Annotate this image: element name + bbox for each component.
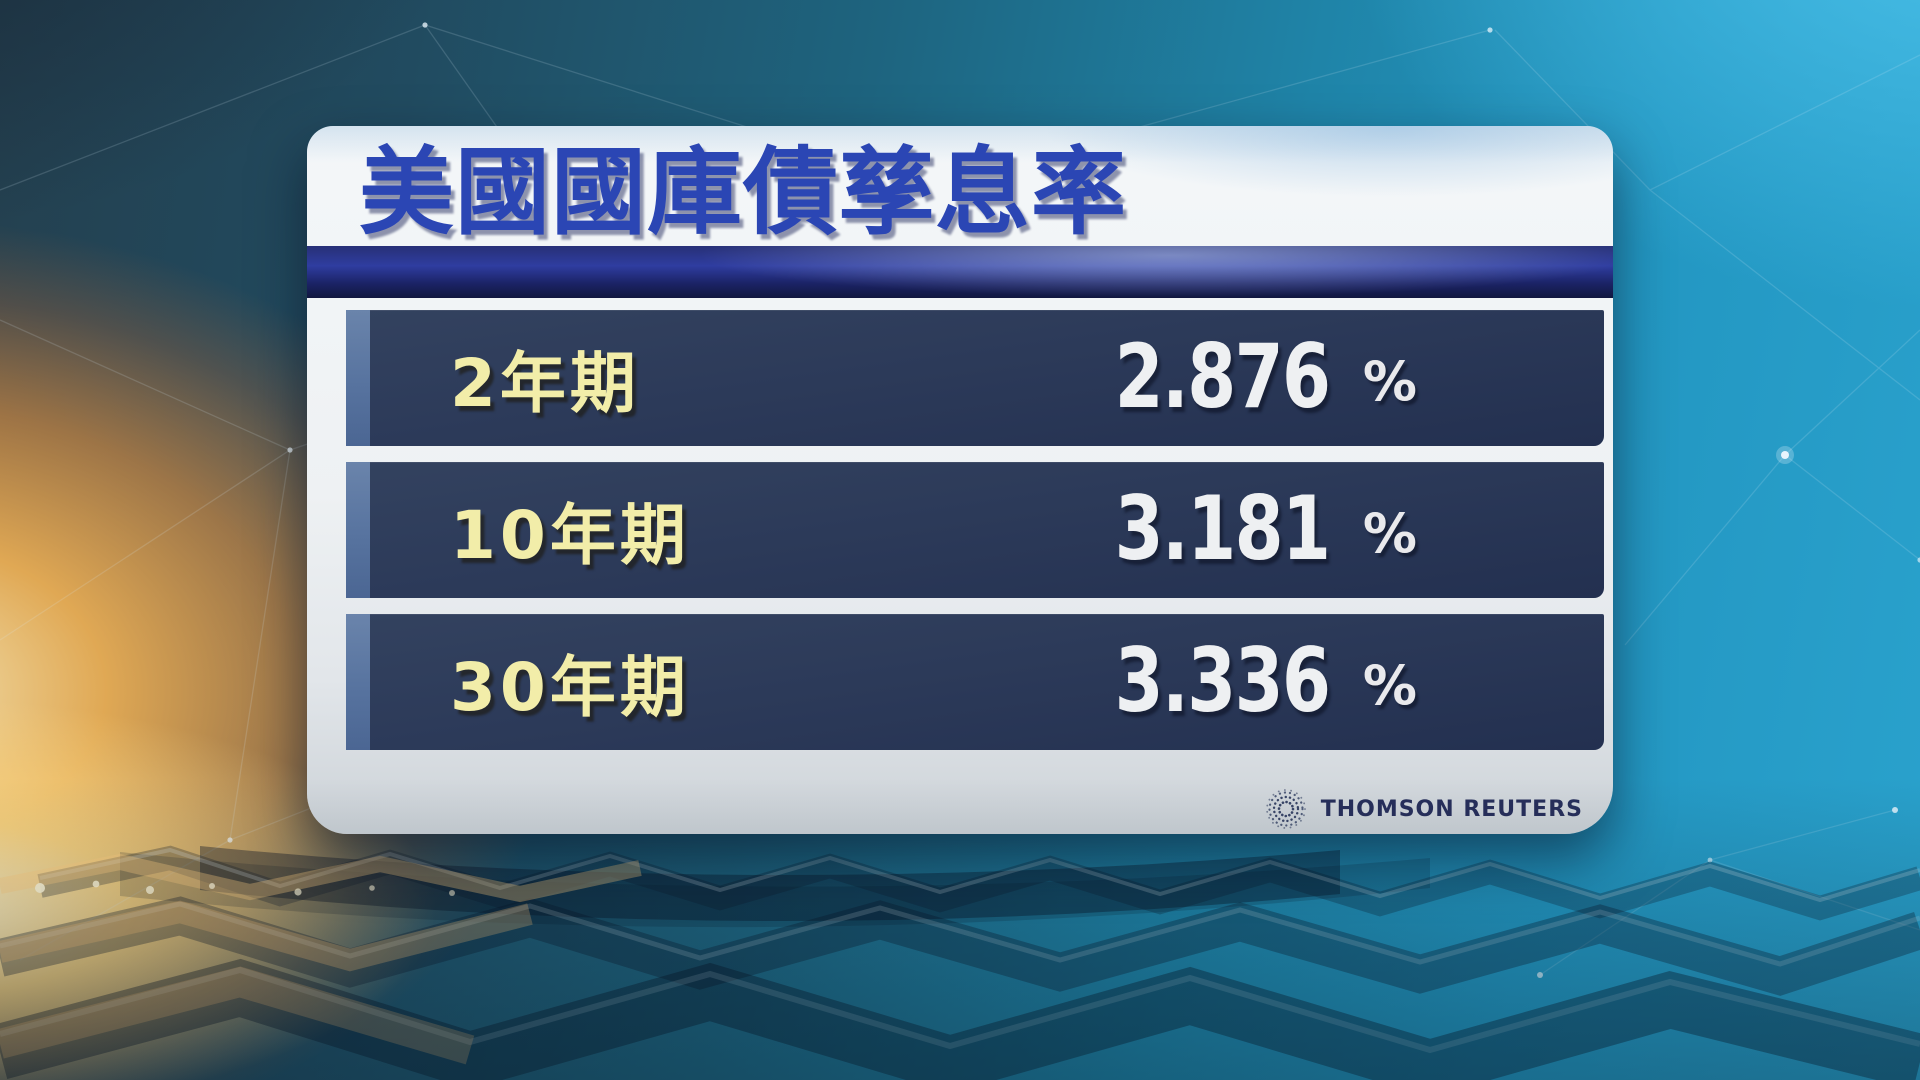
yields-table: 2年期 2.876 % 10年期 3.181 % 30年期 3.336: [346, 310, 1604, 750]
yield-value-group: 3.181 %: [1061, 477, 1417, 580]
yield-row-2y: 2年期 2.876 %: [346, 310, 1604, 446]
percent-sign: %: [1362, 350, 1417, 413]
yield-value-group: 2.876 %: [1061, 325, 1417, 428]
thomson-reuters-wordmark: THOMSON REUTERS: [1320, 796, 1583, 822]
yields-panel: 美國國庫債孳息率 2年期 2.876 % 10年期 3.181 %: [307, 126, 1613, 834]
percent-sign: %: [1362, 654, 1417, 717]
yield-value: 3.336: [1114, 629, 1330, 732]
yield-value: 3.181: [1114, 477, 1330, 580]
maturity-label: 2年期: [450, 345, 640, 422]
row-accent-strip: [346, 310, 370, 446]
yield-value-group: 3.336 %: [1061, 629, 1417, 732]
title-divider-bar: [307, 246, 1613, 298]
row-accent-strip: [346, 462, 370, 598]
yield-value: 2.876: [1114, 325, 1330, 428]
maturity-label: 10年期: [450, 497, 690, 574]
source-branding: THOMSON REUTERS: [1265, 788, 1583, 830]
thomson-reuters-kinesis-icon: [1265, 789, 1306, 829]
yield-row-10y: 10年期 3.181 %: [346, 462, 1604, 598]
row-accent-strip: [346, 614, 370, 750]
maturity-label: 30年期: [450, 649, 690, 726]
panel-title: 美國國庫債孳息率: [359, 138, 1128, 248]
yield-row-30y: 30年期 3.336 %: [346, 614, 1604, 750]
percent-sign: %: [1362, 502, 1417, 565]
